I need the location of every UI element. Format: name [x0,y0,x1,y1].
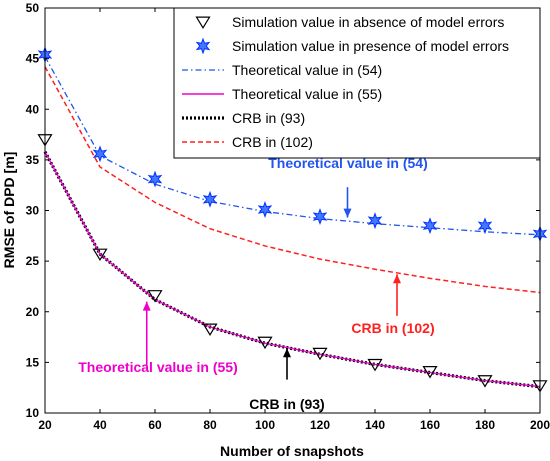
x-axis-label: Number of snapshots [220,443,364,459]
ticks-layer: 20 40 60 80 100 120 140 160 180 200 10 15 20 25 30 35 40… [26,1,550,432]
annotation-text: Theoretical value in (55) [78,359,238,375]
triangle-marker [422,366,438,379]
legend: Simulation value in absence of model err… [173,7,541,159]
series-theory54 [44,56,541,236]
x-tick-label: 100 [255,418,275,432]
triangle-marker [367,358,383,372]
legend-label: Theoretical value in (55) [232,86,382,102]
annotation-arrow-head [343,208,352,218]
annotation-text: Theoretical value in (54) [268,155,428,171]
series-line [44,56,541,236]
legend-label: CRB in (102) [232,134,313,150]
y-tick-label: 20 [26,305,40,319]
triangle-marker [257,336,273,350]
star-marker [312,208,328,226]
legend-label: CRB in (93) [232,110,305,126]
legend-entry-sim_no_err: Simulation value in absence of model err… [195,14,504,30]
star-marker [367,212,383,230]
star-marker [477,217,493,235]
annotation-text: CRB in (93) [249,396,324,412]
legend-entry-crb93: CRB in (93) [182,110,305,126]
annotation-arrow-head [393,274,401,284]
x-tick-label: 140 [365,418,385,432]
legend-label: Simulation value in absence of model err… [232,14,504,30]
y-tick-label: 30 [26,204,40,218]
annotation-text: CRB in (102) [351,320,434,336]
legend-entry-crb102: CRB in (102) [182,134,313,150]
legend-entry-theory54: Theoretical value in (54) [182,62,382,78]
triangle-marker [312,347,328,361]
x-tick-label: 180 [475,418,495,432]
x-tick-label: 60 [148,418,162,432]
legend-label: Theoretical value in (54) [232,62,382,78]
y-tick-label: 25 [26,254,40,268]
star-marker [202,190,218,208]
star-marker [257,201,273,218]
series-sim_no_err [37,134,548,393]
series-crb102 [44,66,541,294]
y-tick-label: 10 [26,406,40,420]
star-marker [92,145,108,163]
y-tick-label: 15 [26,355,40,369]
x-tick-label: 20 [38,418,52,432]
legend-box [173,7,541,159]
triangle-marker [195,16,211,30]
legend-entry-sim_err: Simulation value in presence of model er… [195,37,509,55]
annotation-layer: Theoretical value in (54) CRB in (102) The… [78,155,434,412]
x-tick-label: 120 [310,418,330,432]
annotation-arrow-head [283,348,291,358]
x-tick-label: 80 [203,418,217,432]
triangle-marker [147,290,163,303]
y-axis-label: RMSE of DPD [m] [1,152,17,269]
star-marker [422,217,438,235]
triangle-marker [477,375,493,388]
series-line [44,66,541,294]
star-marker [147,170,163,188]
legend-entry-theory55: Theoretical value in (55) [182,86,382,102]
annotation-theory55: Theoretical value in (55) [78,301,238,375]
y-tick-label: 35 [26,153,40,167]
legend-label: Simulation value in presence of model er… [232,38,509,54]
triangle-marker [202,323,218,336]
x-tick-label: 200 [530,418,550,432]
star-marker [195,37,211,55]
series-theory55 [44,151,541,388]
x-tick-label: 160 [420,418,440,432]
y-tick-label: 50 [26,1,40,15]
annotation-arrow-head [142,301,151,311]
triangle-marker [92,248,108,262]
y-tick-label: 45 [26,52,40,66]
annotation-crb102: CRB in (102) [351,274,435,336]
y-tick-label: 40 [26,102,40,116]
annotation-theory54: Theoretical value in (54) [268,155,428,218]
series-line [44,151,541,388]
annotation-crb93: CRB in (93) [249,348,325,412]
x-tick-label: 40 [93,418,107,432]
